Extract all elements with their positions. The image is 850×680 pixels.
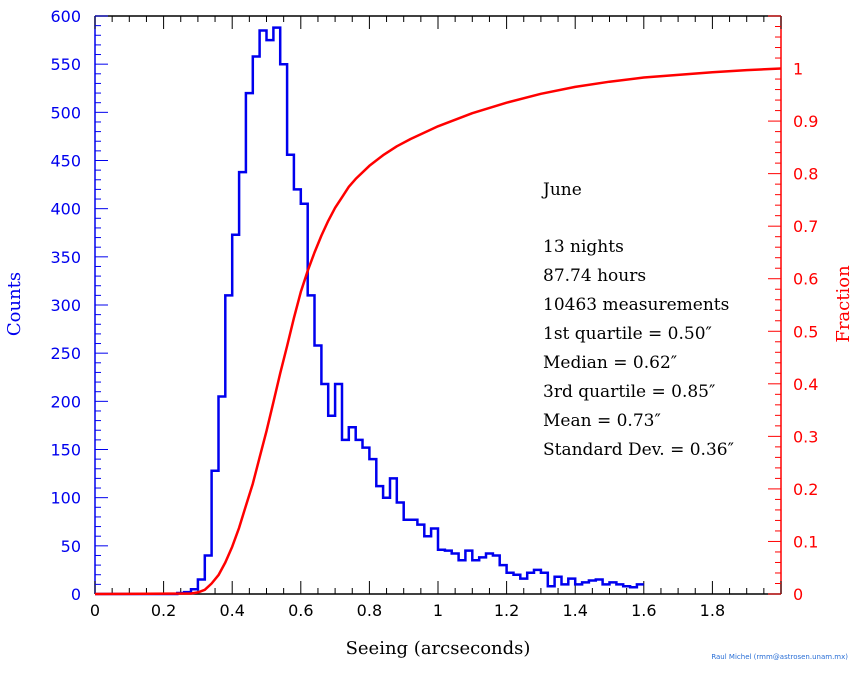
left-tick-label: 200 (50, 392, 81, 411)
right-tick-label: 0.4 (793, 375, 818, 394)
left-tick-label: 100 (50, 489, 81, 508)
counts-histogram (95, 26, 644, 596)
x-tick-label: 1.6 (631, 601, 656, 620)
left-axis-label: Counts (4, 272, 25, 336)
left-tick-label: 0 (71, 585, 81, 604)
right-tick-label: 0.7 (793, 217, 818, 236)
left-tick-label: 350 (50, 248, 81, 267)
x-tick-label: 0.2 (151, 601, 176, 620)
fraction-line (94, 67, 782, 596)
annotation-third-quartile: 3rd quartile = 0.85″ (543, 382, 715, 402)
right-tick-label: 0.9 (793, 112, 818, 131)
left-tick-label: 600 (50, 7, 81, 26)
credit-text: Raul Michel (rmm@astrosen.unam.mx) (711, 653, 848, 661)
left-tick-label: 450 (50, 152, 81, 171)
x-tick-label: 0.4 (219, 601, 244, 620)
left-tick-label: 550 (50, 55, 81, 74)
annotation-mean: Mean = 0.73″ (543, 411, 661, 431)
annotation-first-quartile: 1st quartile = 0.50″ (543, 324, 712, 344)
right-tick-label: 0.1 (793, 532, 818, 551)
right-tick-label: 0.6 (793, 270, 818, 289)
right-tick-label: 0.8 (793, 165, 818, 184)
fraction-curve (94, 67, 782, 596)
x-tick-label: 1 (433, 601, 443, 620)
right-axis-ticks: 0 0.1 0.2 0.3 0.4 0.5 0.6 0.7 0.8 0.9 1 (768, 15, 818, 604)
x-axis-label: Seeing (arcseconds) (346, 638, 531, 659)
left-tick-label: 150 (50, 441, 81, 460)
right-tick-label: 0 (793, 585, 803, 604)
left-tick-label: 300 (50, 296, 81, 315)
left-tick-label: 250 (50, 344, 81, 363)
right-tick-label: 0.2 (793, 480, 818, 499)
left-axis-ticks: 0 50 100 150 200 250 300 350 400 450 500 550 600 (50, 7, 108, 604)
right-tick-label: 0.5 (793, 322, 818, 341)
annotation-hours: 87.74 hours (543, 266, 646, 286)
annotation-nights: 13 nights (543, 237, 624, 257)
x-tick-label: 1.4 (562, 601, 587, 620)
left-tick-label: 50 (61, 537, 81, 556)
x-tick-label: 1.8 (700, 601, 725, 620)
annotation-measurements: 10463 measurements (543, 295, 729, 315)
x-tick-label: 0.6 (288, 601, 313, 620)
x-tick-label: 0.8 (357, 601, 382, 620)
x-tick-label: 1.2 (494, 601, 519, 620)
right-axis-label: Fraction (833, 265, 850, 343)
x-tick-label: 0 (90, 601, 100, 620)
histogram-outline (95, 26, 644, 596)
annotation-std: Standard Dev. = 0.36″ (543, 440, 734, 460)
left-tick-label: 400 (50, 200, 81, 219)
annotation-median: Median = 0.62″ (543, 353, 677, 373)
left-tick-label: 500 (50, 103, 81, 122)
right-tick-label: 0.3 (793, 427, 818, 446)
right-tick-label: 1 (793, 60, 803, 79)
x-axis-ticks: 0 0.2 0.4 0.6 0.8 1 1.2 1.4 1.6 1.8 (90, 16, 782, 620)
annotation-month: June (541, 180, 582, 200)
